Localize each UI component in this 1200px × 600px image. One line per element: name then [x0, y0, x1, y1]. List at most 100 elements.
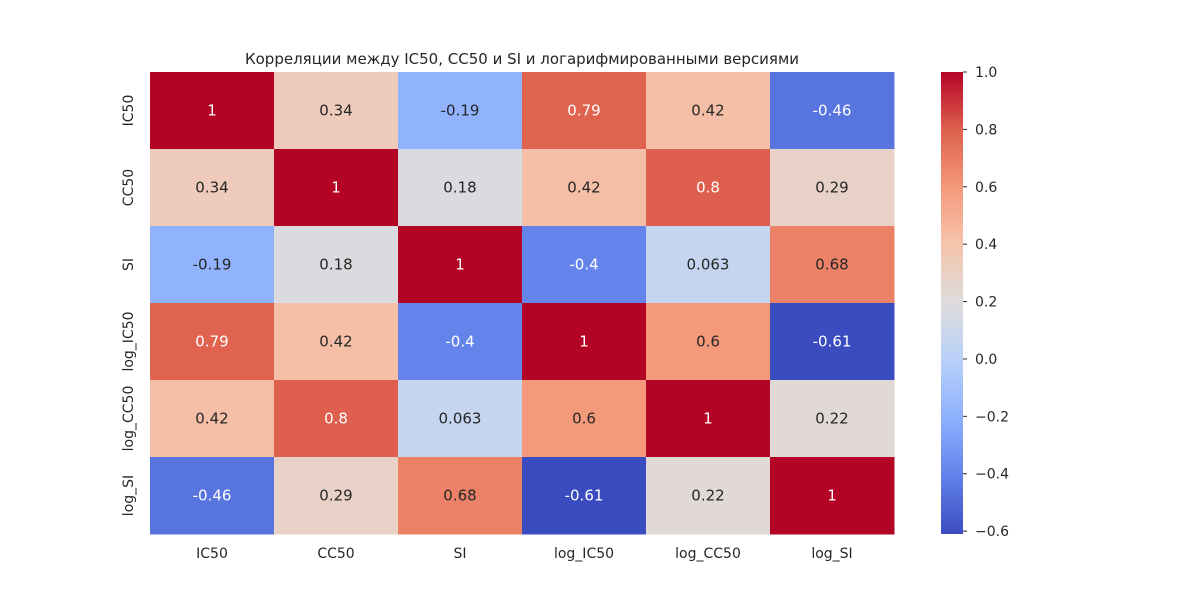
heatmap-cell: [274, 380, 399, 458]
heatmap-cell: [150, 380, 275, 458]
colorbar-tick-label: 1.0: [975, 65, 997, 81]
x-tick-label: log_SI: [811, 546, 852, 562]
cell-value-label: 0.79: [195, 333, 228, 351]
heatmap-cell: [770, 380, 895, 458]
cell-value-label: -0.46: [813, 102, 852, 120]
colorbar-tick-label: −0.4: [975, 467, 1009, 483]
colorbar-tick-label: 0.2: [975, 295, 997, 311]
heatmap-cell: [150, 457, 275, 535]
heatmap-cell: [274, 303, 399, 381]
heatmap-cell: [522, 380, 647, 458]
colorbar-tick-label: 0.6: [975, 180, 997, 196]
y-tick-label: log_CC50: [121, 386, 137, 452]
heatmap-cell: [522, 226, 647, 304]
x-tick-label: IC50: [196, 546, 228, 562]
heatmap-cell: [770, 303, 895, 381]
heatmap-cell: [274, 72, 399, 150]
heatmap-cell: [274, 149, 399, 227]
x-tick-label: CC50: [317, 546, 354, 562]
heatmap-cell: [646, 149, 771, 227]
heatmap-cell: [398, 72, 523, 150]
cell-value-label: 1: [331, 179, 341, 197]
cell-value-label: 0.18: [443, 179, 476, 197]
y-tick-label: log_IC50: [121, 311, 137, 371]
heatmap-cell: [770, 457, 895, 535]
heatmap-cell: [150, 72, 275, 150]
colorbar-tick-label: 0.4: [975, 237, 997, 253]
cell-value-label: 0.68: [815, 256, 848, 274]
y-axis-tick-labels: IC50 CC50 SI log_IC50 log_CC50 log_SI: [121, 95, 137, 517]
cell-value-label: 0.34: [195, 179, 228, 197]
colorbar-tick-label: 0.8: [975, 122, 997, 138]
cell-value-label: 0.29: [815, 179, 848, 197]
cell-value-label: -0.46: [193, 487, 232, 505]
heatmap-cell: [646, 72, 771, 150]
heatmap-cell: [274, 226, 399, 304]
heatmap-cell: [274, 457, 399, 535]
x-tick-label: log_IC50: [554, 546, 614, 562]
heatmap-cell: [522, 303, 647, 381]
cell-value-label: 0.29: [319, 487, 352, 505]
cell-value-label: 0.22: [691, 487, 724, 505]
heatmap-cell: [398, 303, 523, 381]
x-axis-tick-labels: IC50 CC50 SI log_IC50 log_CC50 log_SI: [196, 546, 853, 562]
heatmap-cell: [398, 457, 523, 535]
y-tick-label: IC50: [121, 95, 137, 127]
x-tick-label: SI: [453, 546, 466, 562]
cell-value-label: 0.42: [195, 410, 228, 428]
heatmap-cell: [150, 149, 275, 227]
heatmap-cell: [522, 72, 647, 150]
y-tick-label: log_SI: [121, 475, 137, 516]
cell-value-label: -0.4: [569, 256, 598, 274]
colorbar-gradient: [941, 72, 963, 534]
cell-value-label: 0.18: [319, 256, 352, 274]
cell-value-label: 1: [579, 333, 589, 351]
colorbar: 1.0 0.8 0.6 0.4 0.2 0.0 −0.2 −0.4 −0.6: [941, 65, 1009, 540]
cell-value-label: 0.8: [696, 179, 720, 197]
cell-value-label: 0.42: [319, 333, 352, 351]
cell-value-label: 0.79: [567, 102, 600, 120]
cell-value-label: 0.6: [572, 410, 596, 428]
cell-value-label: 0.42: [567, 179, 600, 197]
cell-value-label: 0.42: [691, 102, 724, 120]
heatmap-cell: [646, 226, 771, 304]
cell-value-label: 1: [207, 102, 217, 120]
heatmap-cell: [398, 380, 523, 458]
heatmap-cell: [770, 72, 895, 150]
cell-value-label: 1: [827, 487, 837, 505]
x-tick-label: log_CC50: [675, 546, 741, 562]
cell-value-label: -0.4: [445, 333, 474, 351]
heatmap-cells: 1 0.34 -0.19 0.79 0.42 -0.46 0.34 1 0.18 0.42 0.8 0…: [150, 72, 895, 535]
cell-value-label: -0.61: [813, 333, 852, 351]
cell-value-label: 0.68: [443, 487, 476, 505]
cell-value-label: 1: [455, 256, 465, 274]
cell-value-label: 0.34: [319, 102, 352, 120]
heatmap-cell: [398, 226, 523, 304]
heatmap-cell: [646, 303, 771, 381]
colorbar-tick-label: 0.0: [975, 352, 997, 368]
heatmap-cell: [646, 457, 771, 535]
cell-value-label: 1: [703, 410, 713, 428]
cell-value-label: 0.22: [815, 410, 848, 428]
cell-value-label: 0.6: [696, 333, 720, 351]
colorbar-tick-label: −0.6: [975, 524, 1009, 540]
heatmap-cell: [522, 457, 647, 535]
cell-value-label: -0.61: [565, 487, 604, 505]
cell-value-label: 0.8: [324, 410, 348, 428]
chart-title: Корреляции между IC50, CC50 и SI и логар…: [245, 50, 799, 68]
heatmap-cell: [150, 303, 275, 381]
heatmap-cell: [770, 226, 895, 304]
y-tick-label: CC50: [121, 169, 137, 206]
cell-value-label: 0.063: [687, 256, 730, 274]
cell-value-label: -0.19: [193, 256, 232, 274]
heatmap-cell: [150, 226, 275, 304]
heatmap-cell: [522, 149, 647, 227]
heatmap-cell: [398, 149, 523, 227]
cell-value-label: 0.063: [439, 410, 482, 428]
heatmap-cell: [646, 380, 771, 458]
colorbar-tick-label: −0.2: [975, 409, 1009, 425]
cell-value-label: -0.19: [441, 102, 480, 120]
heatmap-cell: [770, 149, 895, 227]
y-tick-label: SI: [121, 258, 137, 271]
